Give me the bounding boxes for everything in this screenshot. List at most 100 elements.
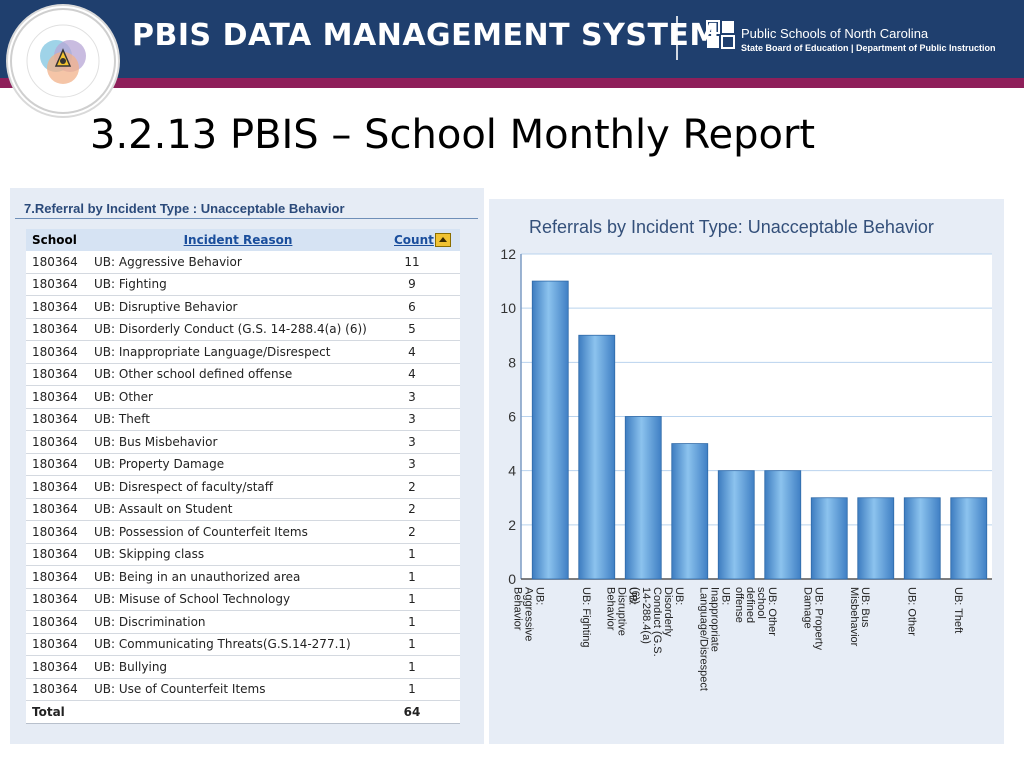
- bar: [950, 497, 988, 580]
- dpi-name: Public Schools of North Carolina: [741, 26, 929, 41]
- cell-count: 1: [388, 565, 460, 589]
- cell-reason: UB: Misuse of School Technology: [88, 588, 388, 611]
- table-row: 180364 UB: Bus Misbehavior 3: [26, 430, 460, 454]
- cell-count: 6: [388, 295, 460, 319]
- table-header-row: School Incident Reason Count: [26, 229, 460, 251]
- cell-count: 3: [388, 430, 460, 454]
- cell-school: 180364: [26, 318, 88, 341]
- cell-count: 3: [388, 385, 460, 409]
- x-tick-label: UB: Theft: [952, 587, 964, 633]
- cell-school: 180364: [26, 453, 88, 476]
- report-title-rule: [15, 218, 478, 219]
- cell-reason: UB: Disrespect of faculty/staff: [88, 475, 388, 499]
- table-row: 180364 UB: Inappropriate Language/Disresp…: [26, 340, 460, 364]
- cell-reason: UB: Skipping class: [88, 543, 388, 566]
- y-tick-label: 0: [508, 571, 516, 587]
- header-stripe: [0, 78, 1024, 88]
- report-table-panel: 7.Referral by Incident Type : Unacceptab…: [10, 188, 484, 744]
- bar: [857, 497, 895, 580]
- cell-count: 1: [388, 655, 460, 679]
- x-tick-label: UB: Fighting: [580, 587, 592, 648]
- table-row: 180364 UB: Being in an unauthorized area 1: [26, 565, 460, 589]
- y-tick-label: 12: [500, 246, 516, 262]
- table-row: 180364 UB: Disorderly Conduct (G.S. 14-28…: [26, 318, 460, 341]
- bar: [903, 497, 941, 580]
- total-value: 64: [388, 700, 460, 724]
- cell-school: 180364: [26, 610, 88, 634]
- header-divider: [676, 16, 678, 60]
- cell-school: 180364: [26, 340, 88, 364]
- cell-reason: UB: Disorderly Conduct (G.S. 14-288.4(a)…: [88, 318, 388, 341]
- cell-reason: UB: Fighting: [88, 273, 388, 296]
- ncdpi-logo-icon: [706, 20, 736, 50]
- sort-by-reason-link[interactable]: Incident Reason: [183, 233, 293, 247]
- cell-reason: UB: Discrimination: [88, 610, 388, 634]
- table-row: 180364 UB: Bullying 1: [26, 655, 460, 679]
- cell-reason: UB: Theft: [88, 408, 388, 431]
- bar: [810, 497, 848, 580]
- cell-count: 9: [388, 273, 460, 296]
- table-row: 180364 UB: Use of Counterfeit Items 1: [26, 678, 460, 701]
- column-header-count[interactable]: Count: [388, 229, 460, 251]
- table-row: 180364 UB: Possession of Counterfeit Item…: [26, 520, 460, 544]
- cell-reason: UB: Other school defined offense: [88, 363, 388, 386]
- bar: [764, 470, 802, 580]
- cell-count: 3: [388, 453, 460, 476]
- y-tick-label: 8: [508, 354, 516, 370]
- cell-school: 180364: [26, 543, 88, 566]
- x-tick-label: UB: Otherschooldefinedoffense: [733, 587, 778, 636]
- table-row: 180364 UB: Disruptive Behavior 6: [26, 295, 460, 319]
- cell-school: 180364: [26, 475, 88, 499]
- x-tick-label: UB: PropertyDamage: [801, 587, 824, 650]
- cell-school: 180364: [26, 363, 88, 386]
- report-title: 7.Referral by Incident Type : Unacceptab…: [24, 201, 345, 216]
- table-row: 180364 UB: Aggressive Behavior 11: [26, 251, 460, 274]
- cell-count: 2: [388, 475, 460, 499]
- y-tick-label: 10: [500, 300, 516, 316]
- cell-reason: UB: Other: [88, 385, 388, 409]
- bar: [578, 334, 616, 580]
- table-row: 180364 UB: Other school defined offense 4: [26, 363, 460, 386]
- table-row: 180364 UB: Communicating Threats(G.S.14-2…: [26, 633, 460, 656]
- table-row: 180364 UB: Theft 3: [26, 408, 460, 431]
- cell-reason: UB: Possession of Counterfeit Items: [88, 520, 388, 544]
- cell-count: 1: [388, 543, 460, 566]
- cell-reason: UB: Property Damage: [88, 453, 388, 476]
- cell-school: 180364: [26, 273, 88, 296]
- cell-reason: UB: Disruptive Behavior: [88, 295, 388, 319]
- x-tick-label: UB:DisruptiveBehavior: [604, 587, 638, 636]
- table-row: 180364 UB: Fighting 9: [26, 273, 460, 296]
- bar: [671, 443, 709, 580]
- cell-school: 180364: [26, 295, 88, 319]
- cell-school: 180364: [26, 520, 88, 544]
- bar: [531, 280, 569, 580]
- cell-count: 1: [388, 678, 460, 701]
- chart-panel: Referrals by Incident Type: Unacceptable…: [489, 199, 1004, 744]
- cell-count: 5: [388, 318, 460, 341]
- pbis-logo: [8, 6, 118, 116]
- cell-reason: UB: Inappropriate Language/Disrespect: [88, 340, 388, 364]
- y-tick-label: 2: [508, 517, 516, 533]
- column-header-reason[interactable]: Incident Reason: [88, 229, 388, 251]
- column-header-school: School: [26, 229, 88, 251]
- cell-reason: UB: Bus Misbehavior: [88, 430, 388, 454]
- cell-reason: UB: Use of Counterfeit Items: [88, 678, 388, 701]
- referral-table: School Incident Reason Count 180364 UB: A…: [26, 229, 460, 724]
- x-tick-label: UB:DisorderlyConduct (G.S.14-288.4(a)(6)…: [629, 587, 685, 657]
- table-row: 180364 UB: Skipping class 1: [26, 543, 460, 566]
- referral-bar-chart: Referrals by Incident Type: Unacceptable…: [500, 217, 992, 691]
- table-row: 180364 UB: Other 3: [26, 385, 460, 409]
- x-tick-label: UB:InappropriateLanguage/Disrespect: [697, 587, 731, 691]
- cell-count: 1: [388, 610, 460, 634]
- table-total-row: Total 64: [26, 700, 460, 724]
- bar: [624, 416, 662, 580]
- cell-school: 180364: [26, 588, 88, 611]
- cell-reason: UB: Aggressive Behavior: [88, 251, 388, 274]
- table-row: 180364 UB: Property Damage 3: [26, 453, 460, 476]
- cell-school: 180364: [26, 251, 88, 274]
- table-row: 180364 UB: Discrimination 1: [26, 610, 460, 634]
- x-tick-label: UB:AggressiveBehavior: [511, 587, 545, 641]
- cell-count: 2: [388, 498, 460, 521]
- sort-ascending-icon[interactable]: [434, 233, 451, 248]
- sort-by-count-link[interactable]: Count: [394, 232, 434, 247]
